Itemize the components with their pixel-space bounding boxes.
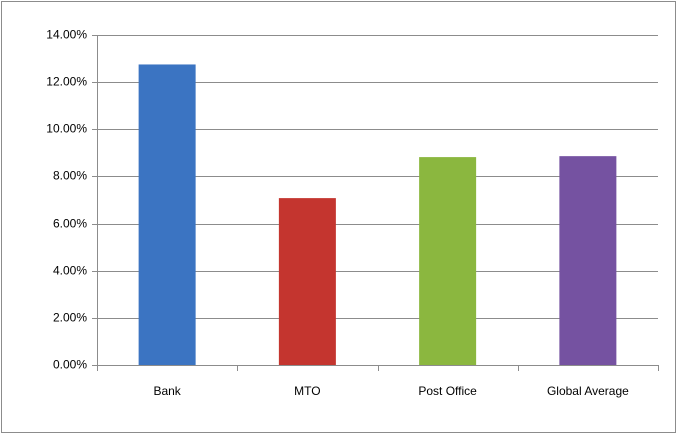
bar xyxy=(559,156,617,365)
x-tick-label: MTO xyxy=(294,384,320,398)
y-tick-label: 0.00% xyxy=(53,358,87,372)
y-tick-label: 14.00% xyxy=(46,28,87,42)
y-tick-label: 6.00% xyxy=(53,217,87,231)
x-tick-label: Post Office xyxy=(418,384,477,398)
y-tick-label: 12.00% xyxy=(46,75,87,89)
x-tick-label: Global Average xyxy=(547,384,629,398)
bar xyxy=(419,157,477,365)
y-tick-label: 4.00% xyxy=(53,264,87,278)
y-tick-label: 2.00% xyxy=(53,311,87,325)
bar xyxy=(138,64,196,365)
y-tick-label: 10.00% xyxy=(46,122,87,136)
x-tick-label: Bank xyxy=(153,384,181,398)
y-tick-label: 8.00% xyxy=(53,169,87,183)
bar xyxy=(278,198,336,365)
